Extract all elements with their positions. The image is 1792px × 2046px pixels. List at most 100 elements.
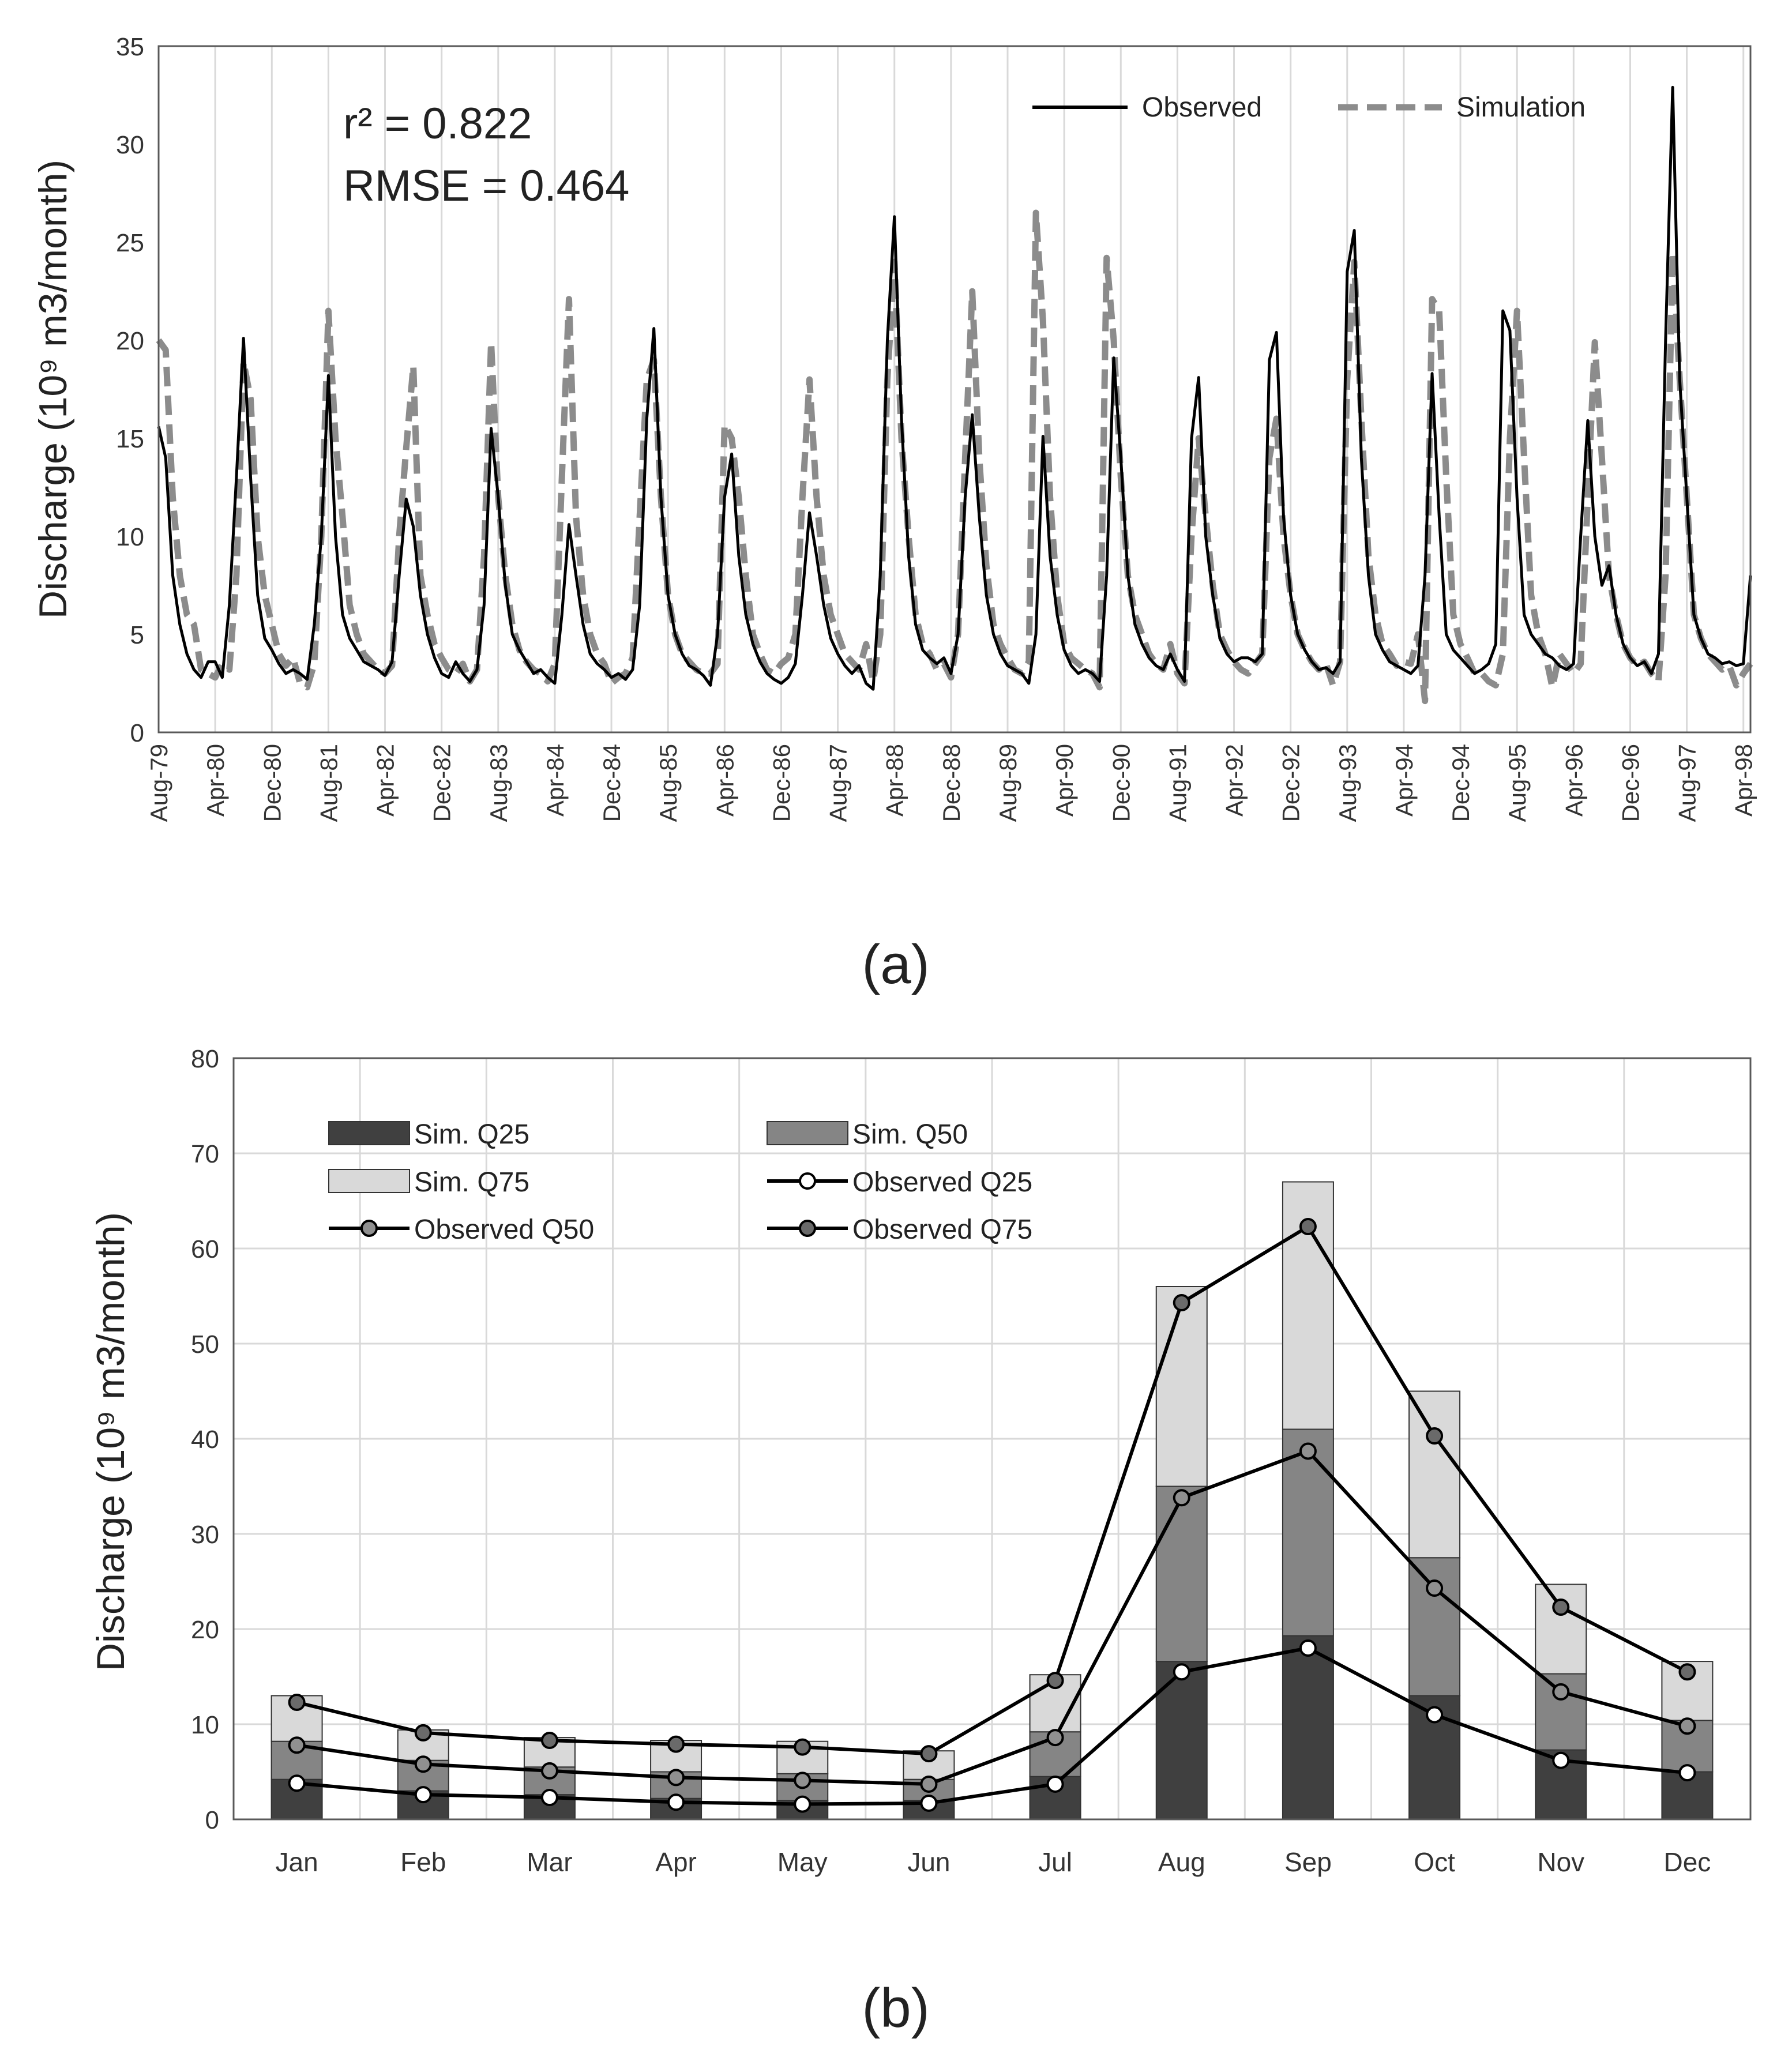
- observed-q50-point: [414, 1755, 432, 1773]
- observed-q75-point: [1426, 1427, 1444, 1445]
- observed-q50-point: [667, 1769, 685, 1787]
- observed-q75-line: [296, 1225, 1688, 1756]
- observed-q25-point: [1678, 1764, 1696, 1782]
- x-tick-label: Dec-86: [768, 744, 795, 822]
- chart-b-plot-border: [232, 1057, 1752, 1821]
- observed-series-line: [157, 85, 1752, 691]
- chart-a-x-ticks: Aug-79 Apr-80 Dec-80 Aug-81 Apr-82 Dec-82 Aug-…: [145, 744, 1792, 822]
- observed-q50-point: [288, 1736, 306, 1754]
- panel-b-caption: (b): [862, 1977, 929, 2039]
- legend-sim-q50-label: Sim. Q50: [852, 1119, 968, 1150]
- x-tick-label: Apr-80: [202, 744, 229, 817]
- x-tick-label: Jun: [907, 1847, 950, 1877]
- x-tick-label: Aug-79: [145, 744, 172, 822]
- observed-q75-point: [414, 1724, 432, 1742]
- legend-sim-q25-swatch: [328, 1121, 410, 1145]
- observed-q75-point: [1173, 1294, 1190, 1312]
- observed-q50-point: [1299, 1442, 1317, 1460]
- observed-q50-point: [540, 1762, 558, 1780]
- x-tick-label: Apr-88: [881, 744, 908, 817]
- x-tick-label: Aug-81: [315, 744, 342, 822]
- y-tick-label: 80: [191, 1045, 219, 1073]
- observed-q50-point: [920, 1775, 938, 1793]
- observed-q25-point: [414, 1786, 432, 1804]
- chart-a-gridlines: [214, 46, 1745, 732]
- x-tick-label: Apr-86: [711, 744, 738, 817]
- x-tick-label: Apr-90: [1051, 744, 1078, 817]
- x-tick-label: Dec-82: [429, 744, 456, 822]
- chart-b-lines: [288, 1218, 1696, 1813]
- y-tick-label: 60: [191, 1235, 219, 1263]
- bar-sim-q50: [1282, 1428, 1334, 1637]
- bar-sim-q25: [1155, 1661, 1208, 1821]
- chart-b-y-axis-label: Discharge (10⁹ m3/month): [89, 1212, 133, 1671]
- observed-q25-point: [794, 1795, 812, 1813]
- x-tick-label: Dec-98: [1787, 744, 1792, 822]
- x-tick-label: Aug-97: [1674, 744, 1701, 822]
- x-tick-label: Dec: [1664, 1847, 1711, 1877]
- x-tick-label: Aug-87: [825, 744, 852, 822]
- bar-sim-q75: [1408, 1390, 1461, 1559]
- observed-q75-point: [1552, 1599, 1570, 1616]
- x-tick-label: Dec-84: [598, 744, 625, 822]
- panel-a-caption: (a): [862, 934, 929, 995]
- y-tick-label: 40: [191, 1426, 219, 1454]
- observed-q25-point: [1426, 1706, 1444, 1724]
- observed-q50-point: [1046, 1729, 1064, 1747]
- observed-q25-point: [1299, 1639, 1317, 1657]
- x-tick-label: Sep: [1284, 1847, 1332, 1877]
- legend-obs-q25-label: Observed Q25: [852, 1167, 1032, 1198]
- y-tick-label: 25: [116, 229, 144, 257]
- observed-q50-point: [1678, 1717, 1696, 1735]
- x-tick-label: Aug-89: [994, 744, 1021, 822]
- y-tick-label: 0: [130, 719, 144, 747]
- legend-sim-q25-label: Sim. Q25: [414, 1119, 529, 1150]
- y-tick-label: 0: [205, 1806, 219, 1834]
- x-tick-label: Aug-85: [655, 744, 682, 822]
- x-tick-label: Apr-96: [1560, 744, 1587, 817]
- observed-q75-point: [1678, 1663, 1696, 1681]
- x-tick-label: Aug: [1158, 1847, 1205, 1877]
- chart-b-panel: 0 10 20 30 40 50 60 70 80 Jan Feb Mar Apr May Jun Jul A…: [89, 1045, 1752, 2039]
- x-tick-label: Apr-94: [1391, 744, 1418, 817]
- bar-sim-q25: [1282, 1635, 1334, 1821]
- x-tick-label: Aug-83: [485, 744, 512, 822]
- x-tick-label: Mar: [527, 1847, 572, 1877]
- legend-observed-label: Observed: [1142, 92, 1262, 123]
- legend-sim-q50-swatch: [767, 1121, 848, 1145]
- observed-q75-point: [794, 1738, 812, 1756]
- observed-q25-point: [540, 1789, 558, 1807]
- x-tick-label: Dec-94: [1447, 744, 1474, 822]
- observed-q75-point: [1299, 1218, 1317, 1236]
- x-tick-label: Apr-98: [1730, 744, 1757, 817]
- x-tick-label: Apr: [655, 1847, 697, 1877]
- bar-sim-q50: [1155, 1485, 1208, 1663]
- y-tick-label: 70: [191, 1140, 219, 1168]
- x-tick-label: Apr-82: [372, 744, 399, 817]
- chart-a-y-ticks: 0 5 10 15 20 25 30 35: [116, 33, 144, 747]
- y-tick-label: 5: [130, 621, 144, 649]
- observed-q50-point: [1426, 1579, 1444, 1597]
- x-tick-label: Feb: [400, 1847, 446, 1877]
- observed-q75-point: [920, 1745, 938, 1763]
- observed-q25-point: [1173, 1663, 1190, 1681]
- chart-a-legend: Observed Simulation: [1032, 92, 1586, 123]
- x-tick-label: Nov: [1537, 1847, 1584, 1877]
- legend-obs-q75-marker: [799, 1220, 816, 1237]
- y-tick-label: 50: [191, 1330, 219, 1359]
- legend-simulation-label: Simulation: [1456, 92, 1586, 123]
- observed-q50-point: [794, 1772, 812, 1789]
- observed-q25-point: [1552, 1751, 1570, 1769]
- x-tick-label: Dec-92: [1278, 744, 1305, 822]
- legend-sim-q75-label: Sim. Q75: [414, 1167, 529, 1198]
- x-tick-label: Apr-92: [1221, 744, 1248, 817]
- legend-obs-q25-marker: [799, 1172, 816, 1190]
- x-tick-label: Dec-96: [1617, 744, 1644, 822]
- bar-sim-q75: [1155, 1286, 1208, 1487]
- observed-q50-line: [296, 1449, 1688, 1786]
- y-tick-label: 35: [116, 33, 144, 61]
- r2-annotation: r² = 0.822: [343, 99, 532, 148]
- x-tick-label: Jul: [1038, 1847, 1072, 1877]
- observed-q25-point: [288, 1774, 306, 1792]
